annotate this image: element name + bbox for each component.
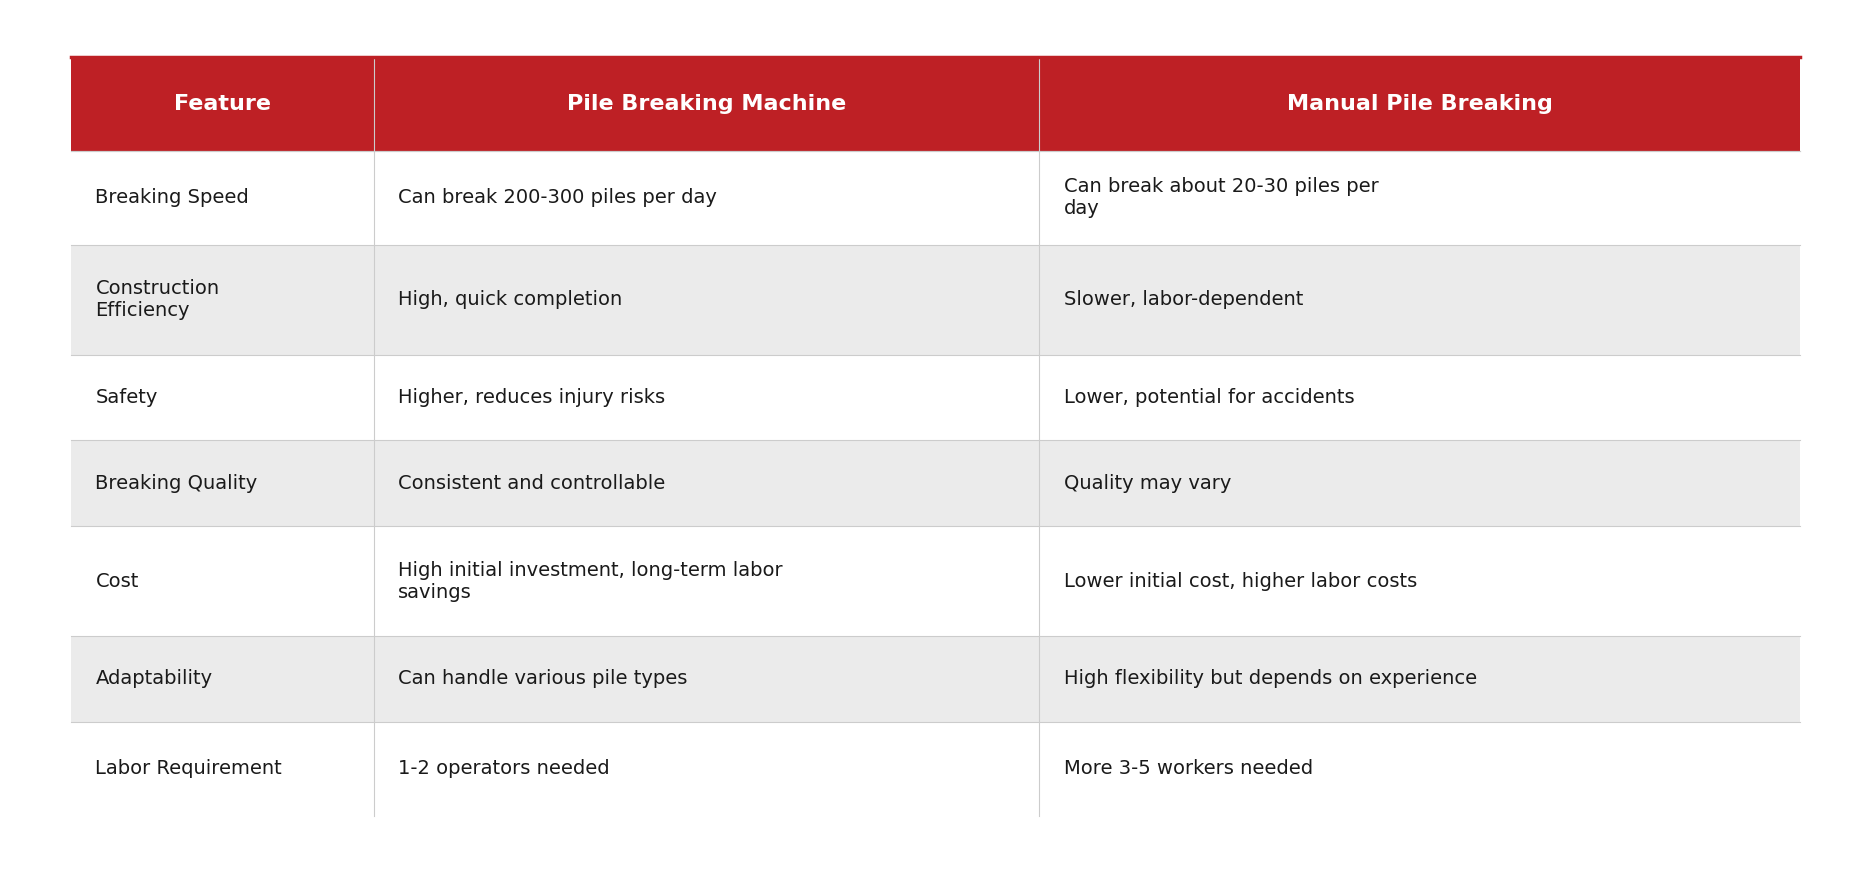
Text: Lower initial cost, higher labor costs: Lower initial cost, higher labor costs [1063, 572, 1416, 590]
Text: Manual Pile Breaking: Manual Pile Breaking [1287, 94, 1553, 114]
Bar [374, 722, 1038, 816]
Text: Slower, labor-dependent: Slower, labor-dependent [1063, 290, 1302, 310]
Bar [1038, 151, 1800, 245]
Text: Labor Requirement: Labor Requirement [95, 759, 283, 778]
Bar [374, 440, 1038, 526]
Text: High flexibility but depends on experience: High flexibility but depends on experien… [1063, 669, 1476, 688]
Text: Lower, potential for accidents: Lower, potential for accidents [1063, 388, 1355, 407]
Text: Higher, reduces injury risks: Higher, reduces injury risks [399, 388, 664, 407]
Bar [374, 526, 1038, 636]
Bar [71, 636, 374, 722]
Bar [1038, 636, 1800, 722]
Bar [1038, 57, 1800, 151]
Bar [1038, 245, 1800, 354]
Text: Can break 200-300 piles per day: Can break 200-300 piles per day [399, 189, 717, 207]
Text: High, quick completion: High, quick completion [399, 290, 623, 310]
Bar [374, 57, 1038, 151]
Bar [374, 245, 1038, 354]
Text: Consistent and controllable: Consistent and controllable [399, 474, 666, 493]
Bar [1038, 526, 1800, 636]
Bar [71, 151, 374, 245]
Bar [374, 636, 1038, 722]
Text: Cost: Cost [95, 572, 138, 590]
Bar [71, 57, 374, 151]
Text: Can handle various pile types: Can handle various pile types [399, 669, 687, 688]
Bar [71, 440, 374, 526]
Bar [1038, 354, 1800, 440]
Text: More 3-5 workers needed: More 3-5 workers needed [1063, 759, 1313, 778]
Bar [71, 526, 374, 636]
Text: Feature: Feature [174, 94, 271, 114]
Text: High initial investment, long-term labor
savings: High initial investment, long-term labor… [399, 560, 782, 602]
Bar [71, 354, 374, 440]
Text: Can break about 20-30 piles per
day: Can break about 20-30 piles per day [1063, 177, 1379, 218]
Bar [1038, 440, 1800, 526]
Text: Breaking Quality: Breaking Quality [95, 474, 258, 493]
Text: 1-2 operators needed: 1-2 operators needed [399, 759, 610, 778]
Text: Construction
Efficiency: Construction Efficiency [95, 279, 219, 320]
Bar [71, 245, 374, 354]
Text: Quality may vary: Quality may vary [1063, 474, 1231, 493]
Text: Adaptability: Adaptability [95, 669, 213, 688]
Text: Breaking Speed: Breaking Speed [95, 189, 249, 207]
Text: Safety: Safety [95, 388, 157, 407]
Bar [71, 722, 374, 816]
Bar [374, 354, 1038, 440]
Text: Pile Breaking Machine: Pile Breaking Machine [567, 94, 846, 114]
Bar [1038, 722, 1800, 816]
Bar [374, 151, 1038, 245]
